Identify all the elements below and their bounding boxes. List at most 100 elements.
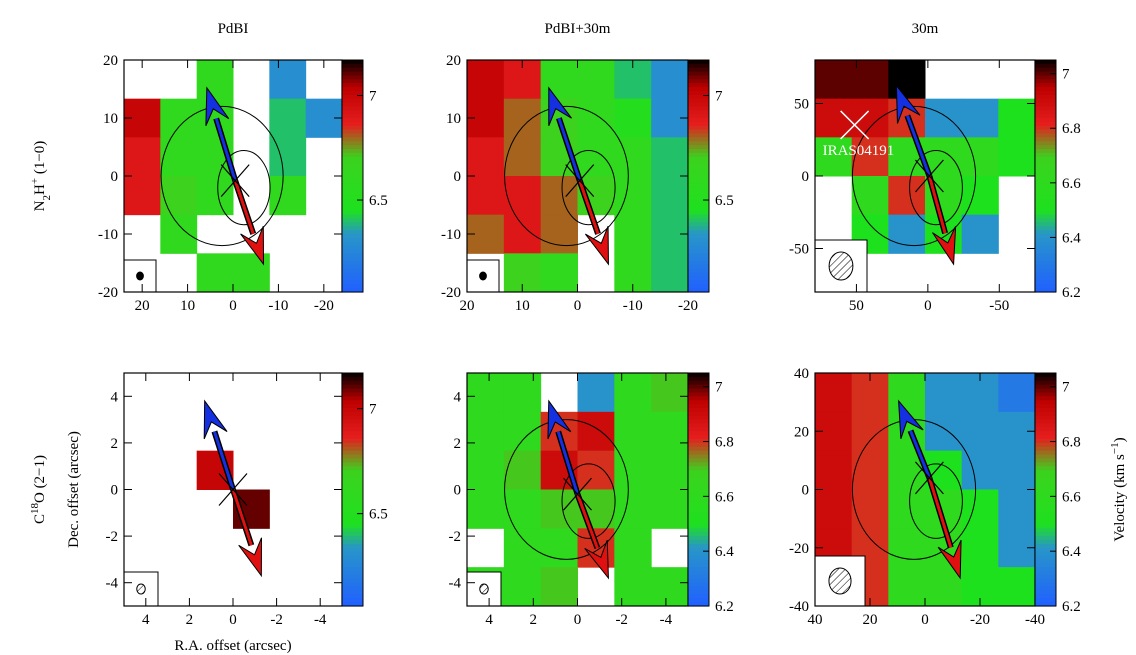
x-axis-label: R.A. offset (arcsec) [174,638,291,654]
beam [479,583,489,595]
colorbar-slice [342,206,363,212]
pixel [160,214,198,254]
pixel [577,98,615,138]
colorbar-slice [1035,376,1056,382]
pixel [851,450,889,490]
colorbar-slice [342,516,363,522]
colorbar-slice [1035,60,1056,65]
colorbar-slice [342,551,363,557]
colorbar-slice [342,512,363,518]
colorbar-slice [342,539,363,545]
colorbar-slice [1035,164,1056,169]
arrow-head [584,226,609,266]
colorbar-slice [1035,90,1056,96]
colorbar-slice [688,106,709,111]
arrow-head [584,539,609,580]
pixel [577,411,615,452]
colorbar-slice [688,272,709,278]
x-tick-label: 40 [808,612,823,628]
y-tick-label: 2 [111,436,119,452]
arrow-shaft-fill [556,431,579,495]
colorbar-slice [1035,187,1056,193]
colorbar-slice [688,280,709,285]
pixel [540,567,578,607]
colorbar-slice [688,141,709,146]
pixel [888,373,926,413]
x-tick-label: 0 [921,612,929,628]
colorbar-slice [342,121,363,127]
colorbar-slice [342,400,363,405]
colorbar-slice [342,172,363,177]
pixel [503,450,542,490]
colorbar-slice [688,594,709,599]
colorbar-slice [1035,288,1056,293]
colorbar-slice [688,164,709,169]
contour [909,149,963,226]
colorbar-slice [1035,195,1056,200]
colorbar-slice [342,133,363,138]
colorbar-slice [1035,594,1056,599]
pixel [925,373,963,413]
colorbar-slice [688,60,709,65]
label-part: C [32,514,48,524]
y-tick-label: -4 [449,576,462,592]
y-tick-label: -2 [106,529,119,545]
pixel [651,489,689,529]
colorbar-slice [688,458,709,463]
pixel [503,489,542,529]
colorbar-slice [342,268,363,274]
colorbar-slice [342,505,363,510]
arrow-head [240,226,265,266]
colorbar-slice [1035,470,1056,475]
colorbar-slice [1035,384,1056,390]
colorbar-tick-label: 6.4 [1062,230,1081,246]
colorbar-slice [1035,446,1056,452]
colorbar-slice [1035,71,1056,77]
colorbar-slice [342,237,363,243]
pixel [614,214,652,254]
colorbar-slice [342,477,363,483]
colorbar-frame [687,59,710,293]
colorbar-slice [342,559,363,564]
colorbar-slice [688,505,709,510]
pixel [577,60,615,100]
colorbar-slice [342,87,363,92]
colorbar-tick-label: 6.5 [715,193,734,209]
colorbar-slice [688,245,709,251]
colorbar-tick-label: 6.4 [1062,544,1081,560]
colorbar-slice [1035,532,1056,537]
colorbar-slice [1035,466,1056,471]
y-tick-label: 0 [802,483,810,499]
y-axis-label: Dec. offset (arcsec) [66,431,82,548]
colorbar-tick-label: 6.5 [369,507,388,523]
pixel [851,60,889,100]
colorbar-slice [342,602,363,607]
colorbar-slice [342,137,363,142]
colorbar-slice [688,90,709,96]
colorbar-slice [342,555,363,560]
colorbar-slice [342,571,363,576]
pixel [888,489,926,529]
colorbar-slice [1035,571,1056,576]
colorbar-slice [688,261,709,266]
colorbar-tick-label: 6.8 [1062,435,1081,451]
colorbar-slice [342,481,363,487]
colorbar-slice [342,276,363,281]
colorbar-slice [1035,586,1056,592]
x-tick-label: 20 [135,298,150,314]
pixel [467,489,505,529]
colorbar-slice [342,71,363,77]
pixel [614,176,652,216]
colorbar-slice [688,547,709,553]
colorbar-slice [1035,257,1056,262]
colorbar-slice [688,206,709,212]
pixel [925,567,963,607]
pixel [124,176,161,216]
row-label: C18O (2−1) [29,455,48,524]
arrow-shaft-fill [578,180,600,235]
pixel [577,373,615,413]
colorbar-slice [688,284,709,289]
column-title: PdBI+30m [545,21,611,37]
colorbar-slice [342,578,363,584]
colorbar-slice [1035,280,1056,285]
